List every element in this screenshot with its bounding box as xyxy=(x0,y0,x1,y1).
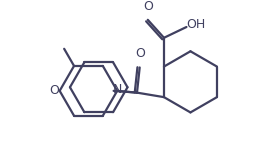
Text: O: O xyxy=(135,47,145,60)
Text: N: N xyxy=(112,83,122,97)
Text: O: O xyxy=(143,0,153,13)
Text: OH: OH xyxy=(186,18,205,31)
Text: O: O xyxy=(49,84,59,97)
